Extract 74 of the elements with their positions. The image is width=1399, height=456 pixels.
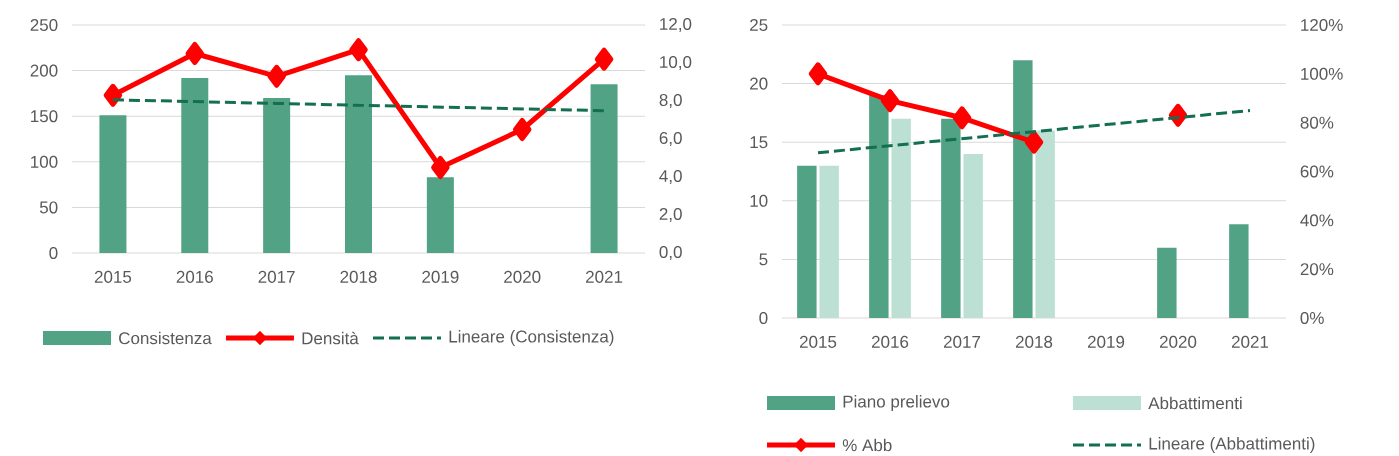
x-tick-label: 2016 [176, 270, 213, 283]
y2-tick-label: 0% [1300, 311, 1324, 325]
y-tick-label: 10 [750, 194, 768, 207]
legend-label: Lineare (Consistenza) [449, 330, 614, 346]
y2-tick-label: 12,0 [660, 17, 692, 33]
bar [263, 97, 291, 253]
bar [345, 75, 373, 253]
y-tick-label: 50 [39, 201, 58, 214]
x-tick-label: 2017 [258, 270, 295, 283]
y-tick-label: 250 [30, 18, 58, 32]
x-tick-label: 2018 [1015, 335, 1053, 348]
point [952, 106, 972, 130]
y-tick-label: 0 [49, 246, 58, 260]
y-tick-label: 15 [750, 136, 768, 149]
bar [181, 77, 209, 253]
x-tick-label: 2019 [1087, 335, 1125, 348]
y2-tick-label: 60% [1300, 165, 1334, 178]
point [349, 38, 368, 62]
y2-tick-label: 20% [1300, 263, 1334, 276]
y-tick-label: 200 [30, 64, 58, 77]
bar [426, 177, 454, 253]
point [512, 118, 532, 141]
x-tick-label: 2015 [94, 270, 132, 283]
y2-tick-label: 8,0 [659, 93, 682, 109]
point [808, 62, 828, 86]
point [103, 83, 123, 107]
point [185, 42, 205, 65]
point [1024, 130, 1044, 154]
bar [819, 165, 839, 318]
x-tick-label: 2021 [1231, 335, 1269, 348]
legend-label: Abbattimenti [1148, 396, 1242, 410]
x-tick-label: 2020 [504, 270, 541, 283]
y-tick-label: 25 [750, 18, 768, 32]
point [267, 64, 286, 88]
y2-tick-label: 40% [1300, 214, 1334, 227]
x-tick-label: 2018 [340, 270, 377, 283]
point [880, 89, 900, 113]
y-tick-label: 0 [759, 311, 768, 325]
y-tick-label: 100 [31, 155, 58, 168]
legend-label: Densità [302, 331, 359, 345]
bar [797, 165, 817, 318]
y2-tick-label: 120% [1301, 18, 1343, 32]
legend-label: % Abb [842, 438, 892, 452]
y-tick-label: 5 [759, 253, 768, 266]
y2-tick-label: 6,0 [659, 131, 682, 147]
bar [941, 118, 961, 318]
y2-tick-label: 10,0 [660, 55, 692, 71]
point [431, 156, 450, 179]
y2-tick-label: 80% [1300, 116, 1334, 129]
bar [891, 118, 911, 318]
y2-tick-label: 4,0 [659, 169, 682, 185]
y-tick-label: 150 [31, 110, 58, 123]
bar [1157, 247, 1177, 318]
x-tick-label: 2015 [799, 335, 837, 348]
y2-tick-label: 100% [1301, 67, 1343, 80]
x-tick-label: 2017 [943, 335, 981, 348]
x-tick-label: 2021 [586, 270, 623, 283]
y2-tick-label: 0,0 [659, 245, 682, 261]
bar [963, 153, 983, 318]
bar [99, 115, 127, 253]
legend-label: Piano prelievo [843, 395, 950, 411]
x-tick-label: 2019 [422, 270, 459, 283]
point [594, 47, 614, 71]
bar [869, 95, 889, 318]
x-tick-label: 2016 [871, 335, 909, 348]
legend-label: Consistenza [119, 331, 212, 345]
legend-label: Lineare (Abbattimenti) [1149, 437, 1315, 453]
bar [1013, 60, 1033, 318]
y-tick-label: 20 [750, 77, 768, 90]
bar [1035, 130, 1055, 318]
bar [590, 84, 618, 253]
bar [1229, 224, 1249, 318]
y2-tick-label: 2,0 [659, 207, 682, 223]
x-tick-label: 2020 [1159, 335, 1197, 348]
